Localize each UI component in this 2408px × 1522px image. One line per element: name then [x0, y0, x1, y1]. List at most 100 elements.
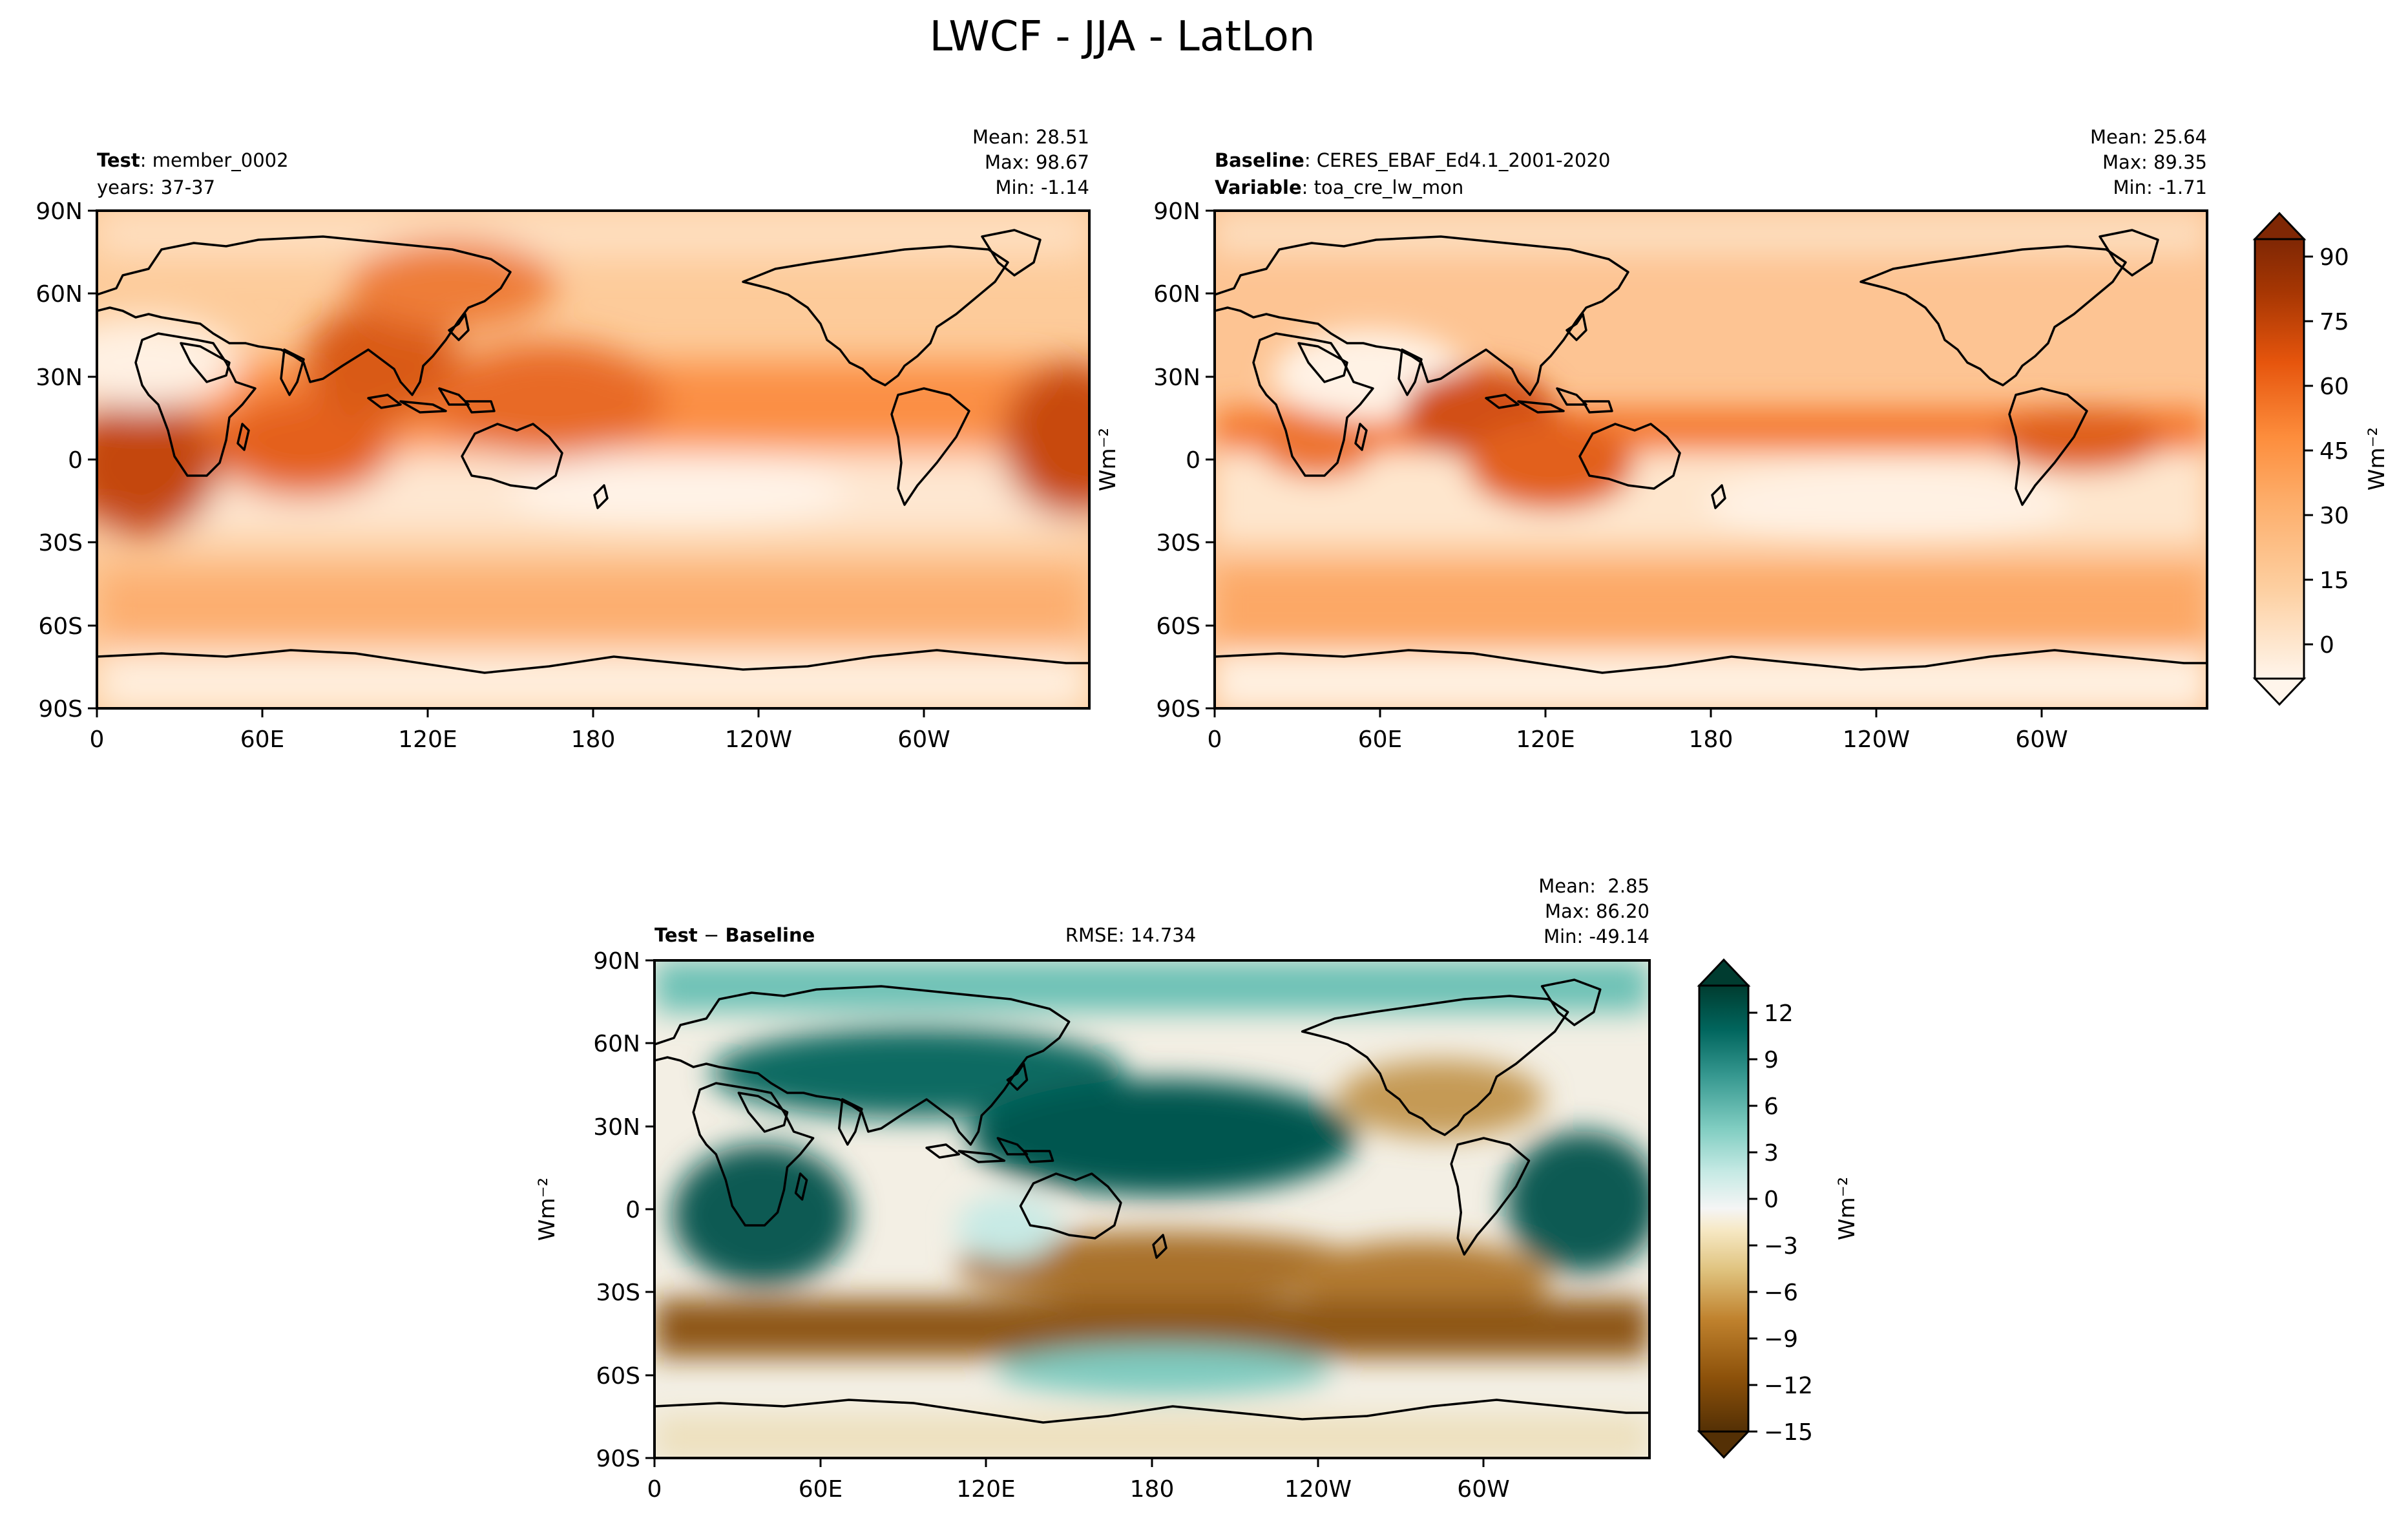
test-title-bold: Test: [97, 149, 140, 171]
baseline-title-rest: : CERES_EBAF_Ed4.1_2001-2020: [1304, 149, 1611, 171]
colorbar-tick: −3: [1764, 1233, 1798, 1260]
difference-xtick: 120W: [1284, 1476, 1352, 1503]
baseline-title: Baseline: CERES_EBAF_Ed4.1_2001-2020: [1215, 149, 1610, 171]
baseline-panel: 90N 60N 30N 0 30S 60S 90S Wm⁻² 0 60E 120…: [1095, 126, 2390, 753]
difference-ytick: 30N: [593, 1114, 640, 1141]
difference-xtick: 0: [647, 1476, 662, 1503]
difference-stat-mean: Mean: 2.85: [1538, 875, 1649, 897]
difference-title-minus: −: [698, 924, 726, 946]
test-subtitle: years: 37-37: [97, 176, 215, 198]
difference-title: Test − Baseline: [654, 924, 815, 946]
baseline-ylabel: Wm⁻²: [1095, 428, 1121, 491]
baseline-xtick: 120W: [1843, 726, 1910, 753]
baseline-stat-max: Max: 89.35: [2102, 151, 2207, 173]
baseline-ytick: 30N: [1153, 365, 1200, 391]
baseline-map: [1215, 211, 2207, 708]
test-ytick: 60S: [38, 613, 83, 640]
baseline-subtitle: Variable: toa_cre_lw_mon: [1215, 176, 1463, 198]
difference-stat-max: Max: 86.20: [1545, 900, 1649, 922]
colorbar-tick: 9: [1764, 1047, 1779, 1073]
difference-xtick: 60E: [799, 1476, 843, 1503]
difference-ytick: 60N: [593, 1031, 640, 1057]
baseline-xtick: 60E: [1358, 726, 1403, 753]
colorbar-tick: 12: [1764, 1000, 1794, 1027]
colorbar-extend-max: [2252, 211, 2307, 240]
colorbar-tick: 3: [1764, 1140, 1779, 1167]
difference-rmse: RMSE: 14.734: [1065, 924, 1196, 946]
difference-xtick: 180: [1130, 1476, 1175, 1503]
colorbar-label: Wm⁻²: [1834, 1177, 1860, 1240]
test-ytick: 90N: [36, 198, 83, 225]
test-map: [97, 211, 1089, 708]
difference-ylabel: Wm⁻²: [534, 1178, 560, 1241]
baseline-ytick: 60S: [1156, 613, 1200, 640]
difference-ytick: 90S: [596, 1446, 640, 1472]
test-ytick: 90S: [38, 696, 83, 723]
baseline-xtick: 180: [1689, 726, 1733, 753]
baseline-x-axis: 0 60E 120E 180 120W 60W: [1208, 708, 2068, 753]
colorbar-tick: −12: [1764, 1373, 1813, 1399]
colorbar-tick: 75: [2319, 309, 2349, 335]
test-stat-max: Max: 98.67: [985, 151, 1089, 173]
test-stat-min: Min: -1.14: [996, 176, 1089, 198]
baseline-subtitle-rest: : toa_cre_lw_mon: [1302, 176, 1464, 198]
test-xtick: 60E: [240, 726, 285, 753]
baseline-stat-mean: Mean: 25.64: [2090, 126, 2207, 148]
colorbar-tick: −6: [1764, 1280, 1798, 1306]
difference-map: [654, 960, 1649, 1458]
test-xtick: 0: [90, 726, 105, 753]
colorbar-extend-min: [2252, 677, 2307, 706]
baseline-ytick: 30S: [1156, 530, 1200, 556]
test-ytick: 30S: [38, 530, 83, 556]
difference-title-baseline: Baseline: [725, 924, 815, 946]
colorbar-tick: −9: [1764, 1326, 1798, 1353]
baseline-subtitle-bold: Variable: [1215, 176, 1302, 198]
test-ytick: 30N: [36, 365, 83, 391]
baseline-ytick: 90S: [1156, 696, 1200, 723]
test-panel: 90N 60N 30N 0 30S 60S 90S 0 60E 120E 180…: [36, 126, 1091, 753]
figure-title: LWCF - JJA - LatLon: [930, 13, 1315, 61]
baseline-ytick: 90N: [1153, 198, 1200, 225]
test-xtick: 60W: [897, 726, 950, 753]
colorbar-tick: 15: [2319, 567, 2349, 594]
colorbar-extend-min: [1697, 1430, 1751, 1459]
difference-title-test: Test: [654, 924, 698, 946]
test-ytick: 0: [68, 447, 83, 474]
baseline-xtick: 0: [1208, 726, 1222, 753]
colorbar-tick: 0: [1764, 1187, 1779, 1213]
difference-stat-min: Min: -49.14: [1544, 925, 1649, 947]
test-stat-mean: Mean: 28.51: [972, 126, 1089, 148]
test-ytick: 60N: [36, 281, 83, 308]
baseline-y-axis: 90N 60N 30N 0 30S 60S 90S: [1153, 198, 1215, 723]
baseline-ytick: 0: [1186, 447, 1200, 474]
test-xtick: 120E: [398, 726, 457, 753]
difference-ytick: 90N: [593, 948, 640, 975]
test-title: Test: member_0002: [97, 149, 289, 171]
colorbar-extend-max: [1697, 958, 1751, 987]
baseline-title-bold: Baseline: [1215, 149, 1304, 171]
colorbar-tick: −15: [1764, 1419, 1813, 1446]
baseline-stat-min: Min: -1.71: [2113, 176, 2207, 198]
difference-xtick: 60W: [1457, 1476, 1509, 1503]
test-xtick: 120W: [725, 726, 792, 753]
baseline-xtick: 60W: [2015, 726, 2068, 753]
baseline-colorbar: 90 75 60 45 30 15 0 Wm⁻²: [2252, 211, 2390, 706]
difference-ytick: 60S: [596, 1363, 640, 1390]
test-x-axis: 0 60E 120E 180 120W 60W: [90, 708, 950, 753]
difference-y-axis: 90N 60N 30N 0 30S 60S 90S: [593, 948, 654, 1472]
difference-ytick: 0: [625, 1197, 640, 1223]
difference-xtick: 120E: [956, 1476, 1015, 1503]
test-title-rest: : member_0002: [140, 149, 289, 171]
colorbar-tick: 30: [2319, 503, 2349, 529]
colorbar-tick: 6: [1764, 1094, 1779, 1120]
colorbar-tick: 60: [2319, 374, 2349, 400]
baseline-ytick: 60N: [1153, 281, 1200, 308]
colorbar-label: Wm⁻²: [2364, 427, 2390, 491]
colorbar-tick: 0: [2319, 632, 2334, 659]
test-y-axis: 90N 60N 30N 0 30S 60S 90S: [36, 198, 97, 723]
baseline-xtick: 120E: [1516, 726, 1575, 753]
difference-ytick: 30S: [596, 1280, 640, 1306]
colorbar-tick: 90: [2319, 244, 2349, 271]
difference-panel: 90N 60N 30N 0 30S 60S 90S Wm⁻² 0 60E 120…: [534, 875, 1860, 1503]
difference-x-axis: 0 60E 120E 180 120W 60W: [647, 1458, 1510, 1503]
